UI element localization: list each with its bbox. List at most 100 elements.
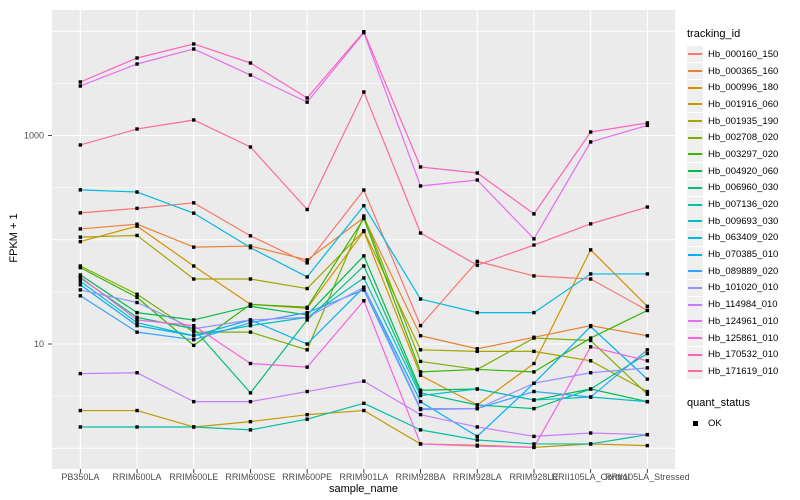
- data-point: [248, 245, 253, 250]
- data-point: [78, 408, 83, 413]
- data-point: [418, 359, 423, 364]
- legend-entry-Hb_089889_020: Hb_089889_020: [687, 263, 799, 280]
- data-point: [305, 100, 309, 104]
- data-point: [248, 73, 253, 77]
- data-point: [645, 443, 650, 448]
- data-point: [192, 337, 196, 342]
- data-point: [475, 403, 479, 407]
- data-point: [645, 359, 650, 363]
- data-point: [362, 216, 366, 221]
- legend-key-line: [688, 286, 702, 289]
- data-point: [645, 399, 650, 404]
- data-point: [305, 310, 309, 315]
- data-point: [418, 412, 423, 417]
- x-tick-label: RRIM928BA: [396, 472, 446, 482]
- legend-entry-label: Hb_000365_160: [708, 65, 779, 77]
- data-point: [645, 348, 650, 352]
- data-point: [645, 432, 650, 437]
- data-point: [532, 336, 536, 340]
- legend-entry-Hb_001916_060: Hb_001916_060: [687, 96, 799, 113]
- legend-key-swatch: [687, 163, 703, 180]
- data-point: [248, 234, 253, 238]
- legend-entry-label: Hb_001916_060: [708, 98, 779, 110]
- legend-entry-label: Hb_124961_010: [708, 315, 779, 327]
- legend-entry-Hb_000996_180: Hb_000996_180: [687, 79, 799, 96]
- data-point: [532, 406, 536, 411]
- data-point: [305, 261, 309, 265]
- x-axis-title: sample_name: [328, 483, 399, 495]
- data-point: [305, 207, 309, 212]
- data-point: [248, 323, 253, 328]
- data-point: [78, 275, 83, 279]
- legend-entry-Hb_002708_020: Hb_002708_020: [687, 129, 799, 146]
- data-point: [192, 399, 196, 404]
- data-point: [192, 118, 196, 122]
- data-point: [532, 237, 536, 241]
- data-point: [192, 211, 196, 215]
- data-point: [475, 310, 479, 315]
- data-point: [532, 274, 536, 278]
- legend-entry-Hb_000160_150: Hb_000160_150: [687, 46, 799, 63]
- data-point: [135, 206, 139, 211]
- data-point: [192, 425, 196, 429]
- data-point: [475, 367, 479, 372]
- legend-key-swatch: [687, 179, 703, 196]
- data-point: [135, 315, 139, 320]
- data-point: [248, 145, 253, 149]
- data-point: [78, 273, 83, 277]
- legend-key-line: [688, 153, 702, 156]
- data-point: [248, 304, 253, 308]
- data-point: [248, 302, 253, 307]
- legend-entry-label: Hb_089889_020: [708, 265, 779, 277]
- data-point: [78, 425, 83, 429]
- data-point: [362, 285, 366, 289]
- data-point: [588, 442, 593, 446]
- legend-key-line: [688, 253, 702, 256]
- data-point: [588, 222, 593, 226]
- data-point: [475, 259, 479, 264]
- data-point: [362, 30, 366, 34]
- legend-key-swatch: [687, 296, 703, 313]
- legend-key-line: [688, 353, 702, 356]
- data-point: [305, 365, 309, 369]
- data-point: [588, 130, 593, 134]
- data-point: [135, 310, 139, 315]
- legend-key-line: [688, 136, 702, 139]
- legend-entry-Hb_001935_190: Hb_001935_190: [687, 113, 799, 130]
- data-point: [305, 275, 309, 279]
- data-point: [588, 431, 593, 435]
- quant-key-swatch: [687, 415, 703, 431]
- data-point: [418, 391, 423, 395]
- data-point: [135, 318, 139, 322]
- data-point: [588, 248, 593, 252]
- x-tick-label: RRIM928LE: [509, 472, 558, 482]
- x-tick-label: RRII105LA_Control: [552, 472, 630, 482]
- data-point: [418, 373, 423, 378]
- legend-key-swatch: [687, 346, 703, 363]
- legend-entry-Hb_101020_010: Hb_101020_010: [687, 279, 799, 297]
- data-point: [192, 245, 196, 249]
- legend-quant-status-block: quant_status OK: [687, 397, 799, 432]
- data-point: [305, 258, 309, 262]
- legend-entry-Hb_000365_160: Hb_000365_160: [687, 63, 799, 80]
- data-point: [588, 277, 593, 281]
- data-point: [475, 438, 479, 442]
- legend-title-tracking-id: tracking_id: [687, 28, 741, 40]
- legend-key-swatch: [687, 79, 703, 96]
- legend-key-swatch: [687, 46, 703, 63]
- data-point: [532, 361, 536, 366]
- legend-key-swatch: [687, 213, 703, 230]
- legend-title-quant-status: quant_status: [687, 396, 750, 409]
- data-point: [192, 201, 196, 205]
- x-tick-label: RRIM901LA: [339, 472, 388, 482]
- legend-entry-quant-OK: OK: [687, 415, 799, 432]
- legend-key-line: [688, 103, 702, 106]
- data-point: [532, 398, 536, 402]
- legend-entry-label: Hb_002708_020: [708, 132, 779, 144]
- data-point: [362, 288, 366, 292]
- data-point: [192, 47, 196, 51]
- data-point: [418, 348, 423, 352]
- data-point: [135, 295, 139, 300]
- data-point: [78, 265, 83, 270]
